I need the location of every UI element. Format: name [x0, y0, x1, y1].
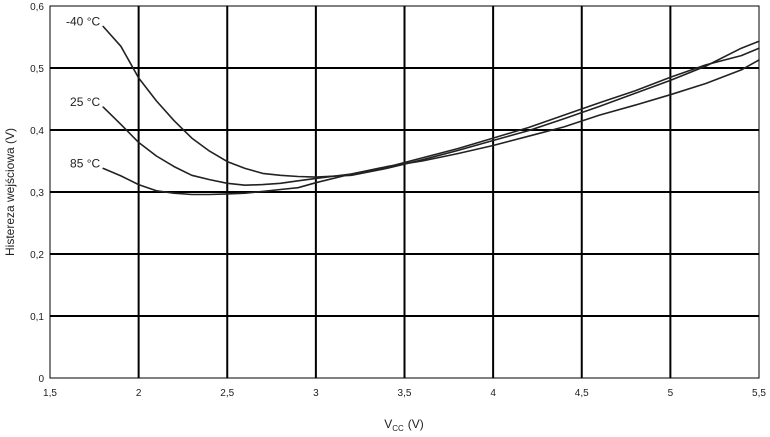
plot-frame [49, 5, 760, 379]
y-tick-label: 0,6 [30, 2, 44, 13]
series-line-2 [102, 59, 760, 196]
series-line-0 [102, 25, 760, 178]
series-label-0: -40 °C [66, 14, 100, 28]
x-tick-label: 3,5 [398, 388, 412, 399]
x-axis-label: VCC (V) [384, 417, 424, 433]
series-label-2: 85 °C [70, 156, 100, 170]
y-tick-label: 0,1 [30, 312, 44, 323]
x-tick-label: 1,5 [43, 388, 57, 399]
x-tick-label: 4,5 [575, 388, 589, 399]
x-tick-label: 2,5 [220, 388, 234, 399]
y-axis-label: Histereza wejściowa (V) [3, 128, 17, 256]
x-axis-label-subscript: CC [392, 424, 404, 433]
x-tick-label: 5 [668, 388, 674, 399]
x-tick-label: 4 [490, 388, 496, 399]
series-line-1 [102, 47, 760, 186]
x-tick-label: 2 [136, 388, 142, 399]
y-tick-label: 0,4 [30, 126, 44, 137]
series-labels: -40 °C 25 °C 85 °C [66, 14, 100, 170]
series-curves [102, 25, 760, 196]
x-axis-label-main: V [384, 417, 392, 431]
series-label-1: 25 °C [70, 95, 100, 109]
grid [50, 6, 759, 378]
y-tick-label: 0,2 [30, 250, 44, 261]
tick-labels: 1,5 2 2,5 3 3,5 4 4,5 5 5,5 0 0,1 0,2 0,3 0,4 0,5 0,6 [30, 2, 766, 399]
y-tick-label: 0 [38, 374, 44, 385]
x-tick-label: 5,5 [752, 388, 766, 399]
y-tick-label: 0,3 [30, 188, 44, 199]
y-tick-label: 0,5 [30, 64, 44, 75]
x-axis-label-unit: (V) [408, 417, 424, 431]
x-tick-label: 3 [313, 388, 319, 399]
